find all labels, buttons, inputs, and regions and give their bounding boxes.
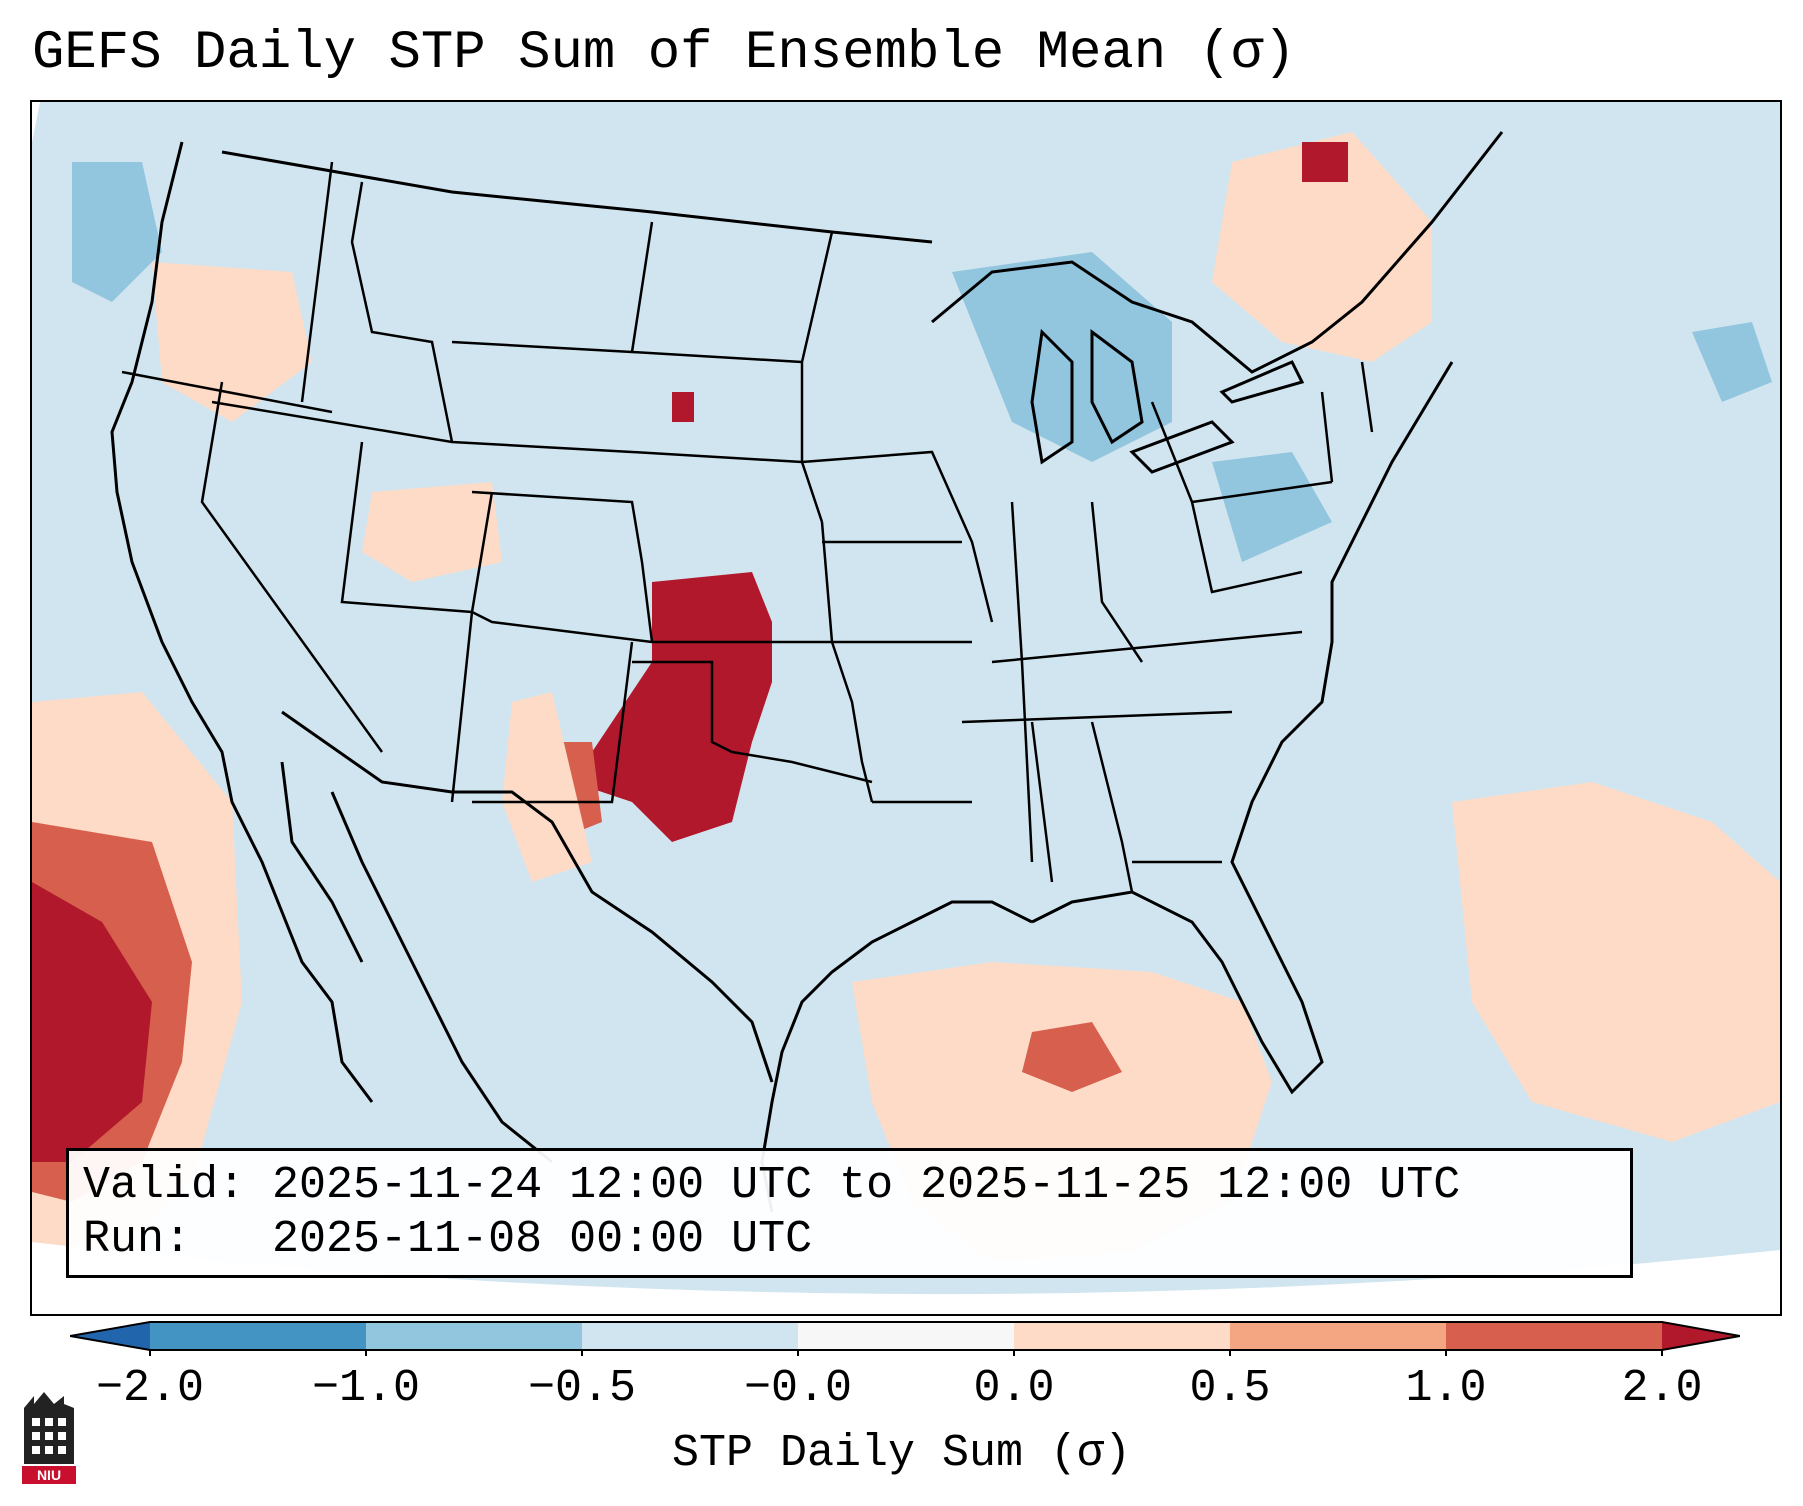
stp-anomaly-map — [32, 102, 1780, 1295]
plains-light-area — [502, 692, 592, 882]
niu-logo: NIU — [22, 1392, 76, 1484]
colorbar-tick-label: −2.0 — [95, 1363, 205, 1414]
run-label: Run: — [83, 1214, 246, 1265]
colorbar-tick-label: −0.5 — [527, 1363, 637, 1414]
map-title: GEFS Daily STP Sum of Ensemble Mean (σ) — [32, 23, 1296, 84]
baja-coast — [280, 761, 364, 963]
valid-run-info-box: Valid: 2025-11-24 12:00 UTC to 2025-11-2… — [66, 1148, 1633, 1278]
colorbar-bin-05-1 — [1230, 1322, 1446, 1350]
great-lakes-negative-area — [952, 252, 1172, 462]
colorbar-tick-label: 1.0 — [1405, 1363, 1487, 1414]
valid-time-range: 2025-11-24 12:00 UTC to 2025-11-25 12:00… — [272, 1160, 1461, 1211]
west-positive-area — [152, 262, 312, 422]
ne-strong-cell — [1302, 142, 1348, 182]
intermountain-positive-area — [362, 482, 502, 582]
atlantic-positive-area — [1452, 782, 1780, 1142]
colorbar-over-arrow — [1662, 1322, 1740, 1350]
colorbar-tick-label: −0.0 — [743, 1363, 853, 1414]
atlantic-negative-area — [1692, 322, 1772, 402]
lake-ontario — [1219, 360, 1305, 404]
colorbar-tick-label: 0.0 — [973, 1363, 1055, 1414]
gulf-moderate-area — [1022, 1022, 1122, 1092]
colorbar-tick-label: 2.0 — [1621, 1363, 1703, 1414]
boundaries — [110, 131, 1504, 1213]
pacific-nw-negative-area — [72, 162, 162, 302]
sd-cell — [672, 392, 694, 422]
ne-positive-area — [1212, 132, 1432, 362]
colorbar-tick-label: −1.0 — [311, 1363, 421, 1414]
plains-strong-area — [572, 572, 772, 842]
colorbar-bin-0-05 — [1014, 1322, 1230, 1350]
west-coastline — [110, 141, 374, 1103]
colorbar-bin-1-2 — [1446, 1322, 1662, 1350]
pacific-strong-area — [32, 882, 152, 1162]
mexico-west-coast — [330, 791, 553, 1164]
mexico-border — [281, 710, 774, 1083]
lake-huron — [1090, 329, 1144, 445]
colorbar-label: STP Daily Sum (σ) — [671, 1428, 1132, 1479]
run-time: 2025-11-08 00:00 UTC — [272, 1214, 813, 1265]
canada-border — [221, 150, 933, 244]
colorbar — [70, 1321, 1740, 1356]
map-domain — [32, 102, 1780, 1295]
state-borders — [121, 161, 1374, 893]
map-panel — [30, 100, 1782, 1316]
colorbar-under-arrow — [70, 1322, 150, 1350]
colorbar-bin-neg2-neg1 — [150, 1322, 366, 1350]
valid-label: Valid: — [83, 1160, 246, 1211]
lake-erie — [1129, 420, 1235, 474]
lake-michigan — [1030, 328, 1074, 465]
colorbar-tick-label: 0.5 — [1189, 1363, 1271, 1414]
colorbar-bin-neg0-0 — [798, 1322, 1014, 1350]
gulf-coastline — [760, 900, 1033, 1213]
colorbar-bin-neg05-neg0 — [582, 1322, 798, 1350]
east-coastline — [1031, 361, 1454, 1095]
svg-text:NIU: NIU — [37, 1467, 61, 1483]
ohio-negative-area — [1212, 452, 1332, 562]
colorbar-bin-neg1-neg05 — [366, 1322, 582, 1350]
great-lakes-coast — [931, 131, 1504, 374]
